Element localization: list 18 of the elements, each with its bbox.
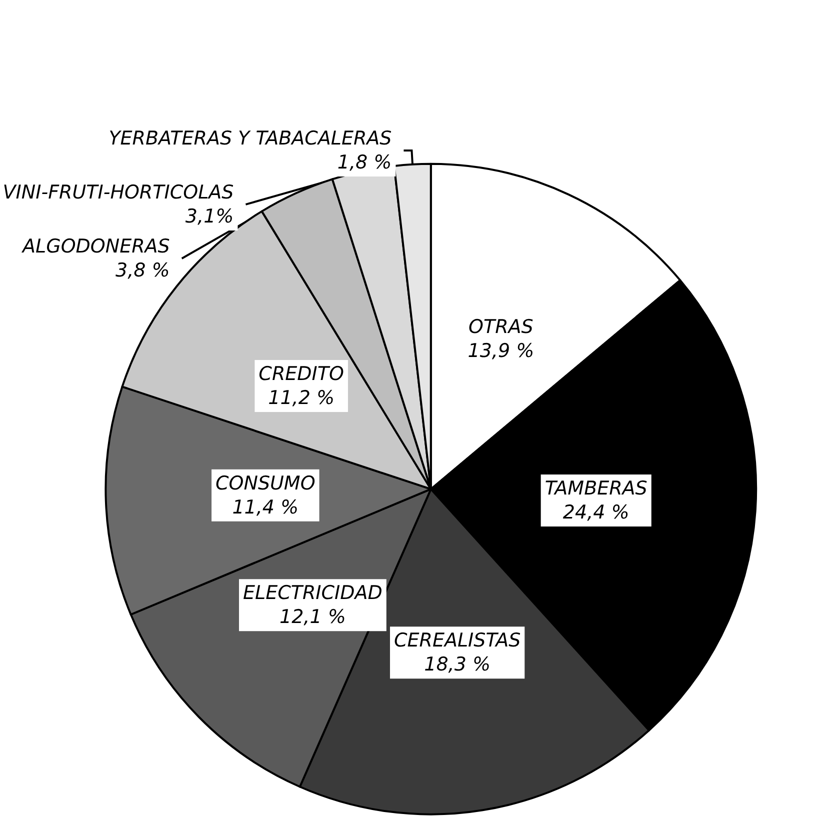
slice-label: TAMBERAS — [544, 478, 648, 500]
slice-label: VINI-FRUTI-HORTICOLAS — [2, 181, 234, 204]
data-label: 24,4 % — [562, 502, 630, 524]
slice-label: CREDITO — [258, 362, 344, 385]
data-label: 1,8 % — [337, 151, 392, 174]
slice-label: CONSUMO — [216, 472, 316, 494]
slice-label: ALGODONERAS — [20, 235, 170, 258]
slice-label: CEREALISTAS — [394, 630, 521, 652]
data-label: 12,1 % — [279, 606, 346, 628]
data-label: 3,8 % — [116, 259, 170, 282]
data-label: 11,2 % — [268, 386, 335, 409]
slice-label: YERBATERAS Y TABACALERAS — [108, 127, 392, 150]
slice-label: ELECTRICIDAD — [242, 582, 382, 604]
data-label: 3,1% — [185, 205, 234, 228]
data-label: 11,4 % — [232, 496, 299, 518]
data-label: 13,9 % — [468, 340, 534, 362]
slice-label: OTRAS — [468, 316, 534, 338]
data-label: 18,3 % — [424, 654, 491, 676]
